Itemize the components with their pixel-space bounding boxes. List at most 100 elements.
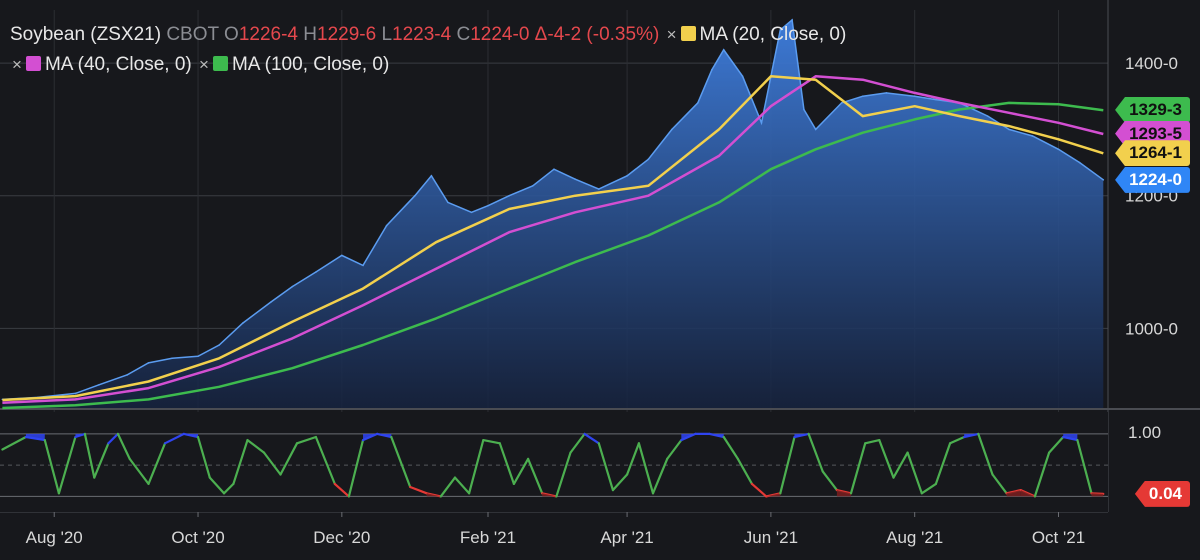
- osc-segment-18: [262, 451, 282, 476]
- osc-segment-6: [93, 442, 110, 479]
- price-point-11: [291, 285, 294, 288]
- legend-open-label: O: [224, 24, 239, 45]
- osc-segment-0: [1, 435, 27, 451]
- price-point-49: [1102, 179, 1105, 181]
- osc-fill-lower-57: [836, 490, 852, 497]
- osc-segment-49: [722, 435, 740, 460]
- ma100-swatch: [212, 56, 228, 71]
- osc-segment-34: [512, 457, 530, 485]
- price-point-32: [741, 75, 744, 78]
- osc-segment-37: [555, 451, 572, 498]
- osc-segment-30: [453, 476, 471, 495]
- osc-segment-66: [963, 432, 980, 439]
- osc-segment-31: [468, 439, 485, 495]
- price-point-36: [803, 108, 805, 111]
- osc-segment-3: [57, 435, 77, 495]
- osc-segment-22: [333, 482, 350, 498]
- x-tick-label-5: Jun '21: [744, 528, 798, 547]
- osc-segment-62: [906, 451, 923, 495]
- legend-ma100[interactable]: MA (100, Close, 0): [231, 54, 390, 75]
- y-tick-label-0: 1400-0: [1125, 54, 1178, 73]
- osc-segment-7: [107, 432, 120, 445]
- osc-segment-16: [232, 439, 249, 485]
- legend-change: Δ-4-2 (-0.35%): [534, 24, 660, 45]
- price-point-20: [487, 204, 489, 207]
- price-point-12: [315, 271, 317, 273]
- osc-segment-39: [583, 432, 600, 445]
- osc-segment-40: [597, 442, 615, 492]
- osc-segment-64: [934, 442, 952, 485]
- legend-ma40[interactable]: MA (40, Close, 0): [44, 54, 192, 75]
- osc-segment-54: [793, 432, 810, 439]
- osc-segment-42: [625, 442, 641, 476]
- osc-fill-lower-28: [426, 493, 441, 497]
- osc-segment-38: [569, 432, 586, 454]
- osc-fill-lower-75: [1091, 493, 1104, 497]
- osc-segment-21: [314, 435, 336, 485]
- osc-segment-68: [991, 473, 1008, 495]
- x-tick-label-6: Aug '21: [886, 528, 943, 547]
- price-point-48: [1078, 161, 1081, 164]
- osc-segment-61: [892, 451, 909, 479]
- price-point-46: [1031, 135, 1034, 137]
- price-point-9: [242, 322, 244, 324]
- osc-segment-20: [295, 435, 317, 445]
- price-point-15: [385, 224, 388, 227]
- price-point-39: [862, 95, 864, 98]
- osc-segment-26: [390, 435, 412, 489]
- ma40-line: [2, 75, 1104, 404]
- price-point-24: [574, 178, 577, 180]
- price-point-13: [341, 254, 343, 257]
- price-point-38: [840, 102, 843, 104]
- price-point-27: [647, 158, 650, 161]
- remove-ma40-icon[interactable]: ×: [12, 55, 22, 74]
- price-point-35: [791, 19, 793, 21]
- price-point-42: [935, 98, 937, 101]
- legend-high-value: 1229-6: [317, 24, 377, 45]
- price-point-28: [671, 128, 673, 131]
- osc-fill-lower-36: [542, 493, 557, 497]
- osc-fill-upper-73: [1063, 433, 1078, 441]
- y-tick-label-2: 1000-0: [1125, 319, 1178, 338]
- price-point-45: [1008, 128, 1010, 131]
- legend-ma20[interactable]: MA (20, Close, 0): [699, 24, 847, 45]
- price-point-19: [470, 211, 473, 214]
- legend-open-value: 1226-4: [238, 24, 298, 45]
- price-point-41: [913, 95, 916, 98]
- ma20-swatch: [680, 26, 696, 41]
- legend-close-label: C: [456, 24, 471, 45]
- remove-ma20-icon[interactable]: ×: [666, 25, 677, 44]
- osc-segment-15: [222, 482, 235, 495]
- osc-segment-56: [821, 470, 839, 492]
- osc-segment-33: [498, 442, 516, 485]
- price-tag-2: 1264-1: [1115, 140, 1190, 167]
- price-point-25: [597, 188, 600, 190]
- x-tick-label-1: Oct '20: [171, 528, 224, 547]
- osc-fill-upper-54: [794, 433, 809, 437]
- osc-fill-upper-48: [709, 433, 724, 437]
- price-point-40: [885, 92, 888, 94]
- osc-segment-12: [182, 432, 200, 439]
- chart-legend: Soybean (ZSX21) CBOT O1226-4 H1229-6 L12…: [10, 20, 846, 80]
- osc-fill-upper-46: [681, 433, 696, 441]
- price-point-23: [553, 168, 555, 170]
- legend-row-1: Soybean (ZSX21) CBOT O1226-4 H1229-6 L12…: [10, 20, 846, 50]
- osc-segment-35: [526, 457, 544, 495]
- ma20-line: [2, 75, 1104, 402]
- remove-ma100-icon[interactable]: ×: [199, 55, 209, 74]
- x-tick-label-3: Feb '21: [460, 528, 516, 547]
- x-tick-label-4: Apr '21: [600, 528, 653, 547]
- osc-segment-9: [128, 457, 150, 485]
- price-point-44: [986, 115, 989, 117]
- price-point-4: [126, 374, 129, 376]
- price-point-10: [270, 301, 272, 303]
- osc-segment-43: [637, 442, 655, 495]
- osc-fill-lower-69: [1006, 490, 1021, 497]
- price-point-18: [447, 201, 449, 204]
- osc-segment-13: [196, 435, 211, 479]
- osc-segment-27: [409, 485, 428, 495]
- osc-segment-65: [948, 435, 966, 445]
- legend-row-2: × MA (40, Close, 0) × MA (100, Close, 0): [10, 50, 846, 80]
- osc-segment-53: [779, 435, 796, 495]
- osc-segment-71: [1033, 451, 1051, 498]
